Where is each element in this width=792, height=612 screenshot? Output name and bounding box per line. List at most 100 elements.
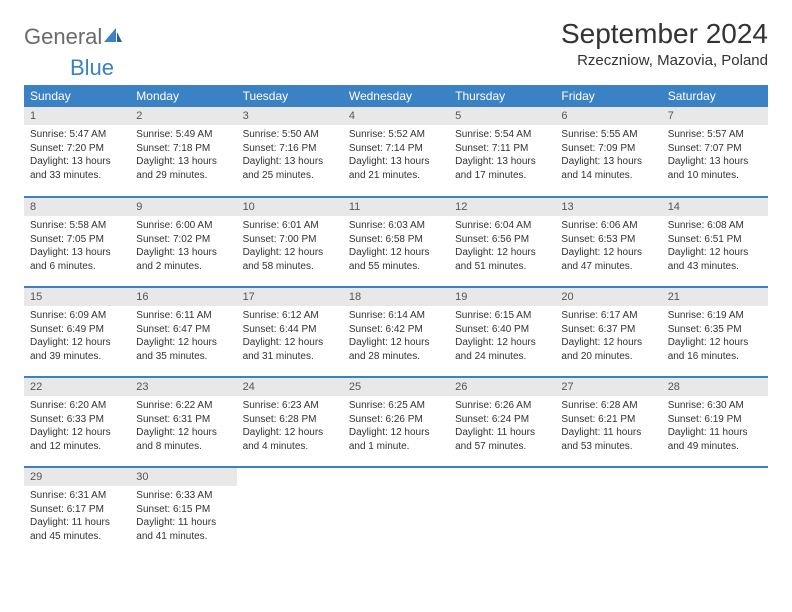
sunrise-text: Sunrise: 6:12 AM: [243, 309, 337, 323]
day-details: Sunrise: 5:54 AMSunset: 7:11 PMDaylight:…: [449, 125, 555, 185]
month-title: September 2024: [561, 18, 768, 50]
daylight-text: and 35 minutes.: [136, 350, 230, 364]
day-number: 21: [662, 288, 768, 306]
day-number: 24: [237, 378, 343, 396]
daylight-text: and 8 minutes.: [136, 440, 230, 454]
calendar-day-cell: 8Sunrise: 5:58 AMSunset: 7:05 PMDaylight…: [24, 197, 130, 287]
day-details: Sunrise: 6:00 AMSunset: 7:02 PMDaylight:…: [130, 216, 236, 276]
calendar-day-cell: 10Sunrise: 6:01 AMSunset: 7:00 PMDayligh…: [237, 197, 343, 287]
day-number: 23: [130, 378, 236, 396]
weekday-header: Thursday: [449, 85, 555, 107]
day-number: 13: [555, 198, 661, 216]
day-number: 25: [343, 378, 449, 396]
daylight-text: and 2 minutes.: [136, 260, 230, 274]
calendar-day-cell: 1Sunrise: 5:47 AMSunset: 7:20 PMDaylight…: [24, 107, 130, 197]
day-number: 19: [449, 288, 555, 306]
daylight-text: Daylight: 12 hours: [243, 246, 337, 260]
day-number: 4: [343, 107, 449, 125]
daylight-text: Daylight: 12 hours: [243, 426, 337, 440]
day-number: 10: [237, 198, 343, 216]
day-number: 2: [130, 107, 236, 125]
daylight-text: Daylight: 11 hours: [136, 516, 230, 530]
calendar-day-cell: 29Sunrise: 6:31 AMSunset: 6:17 PMDayligh…: [24, 467, 130, 557]
daylight-text: and 6 minutes.: [30, 260, 124, 274]
day-details: Sunrise: 6:06 AMSunset: 6:53 PMDaylight:…: [555, 216, 661, 276]
daylight-text: Daylight: 12 hours: [136, 336, 230, 350]
day-details: Sunrise: 5:58 AMSunset: 7:05 PMDaylight:…: [24, 216, 130, 276]
daylight-text: Daylight: 11 hours: [30, 516, 124, 530]
daylight-text: Daylight: 12 hours: [349, 246, 443, 260]
daylight-text: Daylight: 12 hours: [30, 426, 124, 440]
daylight-text: Daylight: 11 hours: [561, 426, 655, 440]
sunrise-text: Sunrise: 6:28 AM: [561, 399, 655, 413]
daylight-text: and 41 minutes.: [136, 530, 230, 544]
sunrise-text: Sunrise: 6:15 AM: [455, 309, 549, 323]
daylight-text: and 51 minutes.: [455, 260, 549, 274]
sunrise-text: Sunrise: 6:26 AM: [455, 399, 549, 413]
day-number: 29: [24, 468, 130, 486]
sunrise-text: Sunrise: 6:31 AM: [30, 489, 124, 503]
sunset-text: Sunset: 6:40 PM: [455, 323, 549, 337]
day-number: 30: [130, 468, 236, 486]
daylight-text: Daylight: 12 hours: [561, 246, 655, 260]
daylight-text: and 57 minutes.: [455, 440, 549, 454]
sunrise-text: Sunrise: 5:55 AM: [561, 128, 655, 142]
day-number: 9: [130, 198, 236, 216]
calendar-day-cell: 11Sunrise: 6:03 AMSunset: 6:58 PMDayligh…: [343, 197, 449, 287]
day-details: Sunrise: 5:47 AMSunset: 7:20 PMDaylight:…: [24, 125, 130, 185]
calendar-day-cell: 13Sunrise: 6:06 AMSunset: 6:53 PMDayligh…: [555, 197, 661, 287]
day-details: Sunrise: 6:26 AMSunset: 6:24 PMDaylight:…: [449, 396, 555, 456]
day-number: 27: [555, 378, 661, 396]
sunset-text: Sunset: 6:47 PM: [136, 323, 230, 337]
day-number: 17: [237, 288, 343, 306]
sunset-text: Sunset: 7:05 PM: [30, 233, 124, 247]
daylight-text: and 53 minutes.: [561, 440, 655, 454]
daylight-text: Daylight: 13 hours: [30, 155, 124, 169]
calendar-day-cell: 30Sunrise: 6:33 AMSunset: 6:15 PMDayligh…: [130, 467, 236, 557]
day-details: Sunrise: 6:09 AMSunset: 6:49 PMDaylight:…: [24, 306, 130, 366]
calendar-day-cell: [237, 467, 343, 557]
calendar-day-cell: [343, 467, 449, 557]
day-details: Sunrise: 6:17 AMSunset: 6:37 PMDaylight:…: [555, 306, 661, 366]
day-details: Sunrise: 6:08 AMSunset: 6:51 PMDaylight:…: [662, 216, 768, 276]
logo-text-2: Blue: [70, 55, 114, 80]
calendar-day-cell: [662, 467, 768, 557]
daylight-text: Daylight: 13 hours: [561, 155, 655, 169]
weekday-header: Sunday: [24, 85, 130, 107]
daylight-text: and 4 minutes.: [243, 440, 337, 454]
daylight-text: and 49 minutes.: [668, 440, 762, 454]
day-number: 20: [555, 288, 661, 306]
daylight-text: Daylight: 12 hours: [349, 336, 443, 350]
sunrise-text: Sunrise: 6:20 AM: [30, 399, 124, 413]
day-number: 22: [24, 378, 130, 396]
daylight-text: Daylight: 13 hours: [668, 155, 762, 169]
calendar-day-cell: 19Sunrise: 6:15 AMSunset: 6:40 PMDayligh…: [449, 287, 555, 377]
daylight-text: and 29 minutes.: [136, 169, 230, 183]
sunset-text: Sunset: 6:26 PM: [349, 413, 443, 427]
sunrise-text: Sunrise: 6:11 AM: [136, 309, 230, 323]
daylight-text: and 58 minutes.: [243, 260, 337, 274]
daylight-text: Daylight: 12 hours: [243, 336, 337, 350]
daylight-text: and 31 minutes.: [243, 350, 337, 364]
weekday-header: Monday: [130, 85, 236, 107]
sunset-text: Sunset: 6:15 PM: [136, 503, 230, 517]
day-details: Sunrise: 6:11 AMSunset: 6:47 PMDaylight:…: [130, 306, 236, 366]
calendar-day-cell: 15Sunrise: 6:09 AMSunset: 6:49 PMDayligh…: [24, 287, 130, 377]
sunset-text: Sunset: 6:28 PM: [243, 413, 337, 427]
calendar-day-cell: 3Sunrise: 5:50 AMSunset: 7:16 PMDaylight…: [237, 107, 343, 197]
sunrise-text: Sunrise: 6:01 AM: [243, 219, 337, 233]
daylight-text: and 10 minutes.: [668, 169, 762, 183]
sunrise-text: Sunrise: 5:49 AM: [136, 128, 230, 142]
sunset-text: Sunset: 6:24 PM: [455, 413, 549, 427]
sunset-text: Sunset: 6:44 PM: [243, 323, 337, 337]
day-details: Sunrise: 5:55 AMSunset: 7:09 PMDaylight:…: [555, 125, 661, 185]
daylight-text: Daylight: 12 hours: [668, 336, 762, 350]
daylight-text: and 25 minutes.: [243, 169, 337, 183]
day-details: Sunrise: 6:03 AMSunset: 6:58 PMDaylight:…: [343, 216, 449, 276]
daylight-text: Daylight: 13 hours: [349, 155, 443, 169]
daylight-text: Daylight: 11 hours: [455, 426, 549, 440]
calendar-week-row: 15Sunrise: 6:09 AMSunset: 6:49 PMDayligh…: [24, 287, 768, 377]
sunrise-text: Sunrise: 6:04 AM: [455, 219, 549, 233]
sunset-text: Sunset: 6:49 PM: [30, 323, 124, 337]
day-details: Sunrise: 6:04 AMSunset: 6:56 PMDaylight:…: [449, 216, 555, 276]
